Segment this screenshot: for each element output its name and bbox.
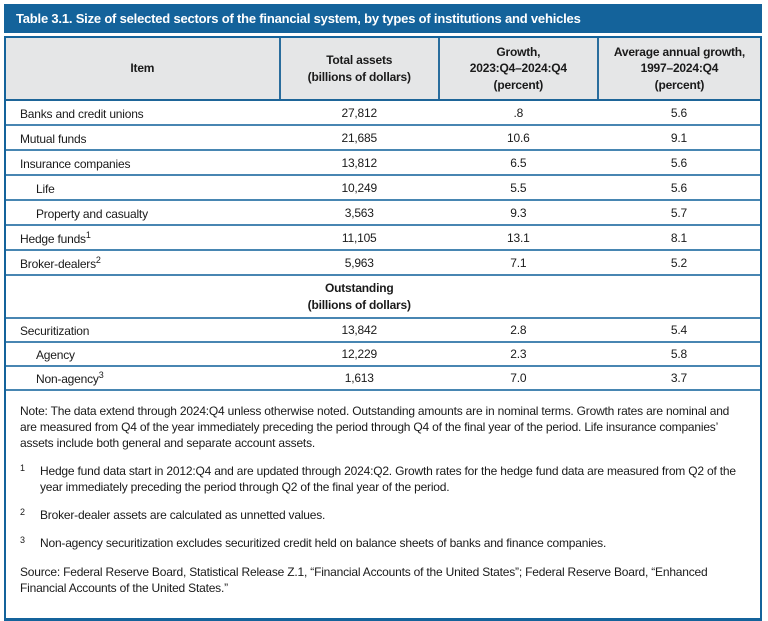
row-label-cell: Banks and credit unions <box>6 100 280 126</box>
table-row: Securitization 13,842 2.8 5.4 <box>6 318 760 343</box>
column-header-growth: Growth, 2023:Q4–2024:Q4 (percent) <box>437 38 598 101</box>
row-label-cell: Insurance companies <box>6 150 280 176</box>
table-note: Note: The data extend through 2024:Q4 un… <box>20 404 730 451</box>
row-label-cell: Agency <box>6 342 280 367</box>
footnote-1-marker: 1 <box>20 463 25 474</box>
avg-growth-cell: 5.8 <box>597 342 760 367</box>
avg-growth-cell: 5.6 <box>597 150 760 176</box>
title-gap <box>4 33 762 36</box>
row-label-cell: Broker-dealers2 <box>6 250 280 276</box>
footnote-2: 2 Broker-dealer assets are calculated as… <box>20 507 746 523</box>
total-assets-cell: 13,842 <box>279 318 439 343</box>
table-row: Agency 12,229 2.3 5.8 <box>6 342 760 367</box>
table-row: Non-agency3 1,613 7.0 3.7 <box>6 366 760 391</box>
avg-growth-cell: 8.1 <box>597 225 760 251</box>
section-row-outstanding: Outstanding (billions of dollars) <box>6 275 760 319</box>
row-label-cell: Property and casualty <box>6 200 280 226</box>
total-assets-cell: 13,812 <box>279 150 439 176</box>
avg-growth-cell: 3.7 <box>597 366 760 391</box>
footnote-3: 3 Non-agency securitization excludes sec… <box>20 535 746 551</box>
row-label-cell: Life <box>6 175 280 201</box>
table-row: Banks and credit unions 27,812 .8 5.6 <box>6 100 760 126</box>
section-header-outstanding: Outstanding (billions of dollars) <box>307 280 411 312</box>
growth-cell: 13.1 <box>438 225 598 251</box>
table-row: Mutual funds 21,685 10.6 9.1 <box>6 125 760 151</box>
growth-cell: 6.5 <box>438 150 598 176</box>
column-header-total-assets: Total assets (billions of dollars) <box>278 38 439 101</box>
total-assets-cell: 1,613 <box>279 366 439 391</box>
row-label-cell: Non-agency3 <box>6 366 280 391</box>
growth-cell: 7.0 <box>438 366 598 391</box>
total-assets-cell: 3,563 <box>279 200 439 226</box>
total-assets-cell: 10,249 <box>279 175 439 201</box>
total-assets-cell: 12,229 <box>279 342 439 367</box>
avg-growth-cell: 5.6 <box>597 100 760 126</box>
growth-cell: 2.8 <box>438 318 598 343</box>
avg-growth-cell: 5.7 <box>597 200 760 226</box>
growth-cell: 7.1 <box>438 250 598 276</box>
table-row: Broker-dealers2 5,963 7.1 5.2 <box>6 250 760 276</box>
footnote-3-marker: 3 <box>20 535 25 546</box>
footnote-marker: 1 <box>85 229 91 240</box>
row-label-cell: Mutual funds <box>6 125 280 151</box>
total-assets-cell: 21,685 <box>279 125 439 151</box>
growth-cell: 5.5 <box>438 175 598 201</box>
growth-cell: .8 <box>438 100 598 126</box>
footnote-3-text: Non-agency securitization excludes secur… <box>40 536 607 551</box>
table-box: Item Total assets (billions of dollars) … <box>4 36 762 621</box>
table-header: Item Total assets (billions of dollars) … <box>6 38 760 101</box>
footnote-2-marker: 2 <box>20 507 25 518</box>
growth-cell: 2.3 <box>438 342 598 367</box>
source-note: Source: Federal Reserve Board, Statistic… <box>20 564 708 595</box>
table-notes: Note: The data extend through 2024:Q4 un… <box>6 391 760 618</box>
table-container: Table 3.1. Size of selected sectors of t… <box>4 4 762 621</box>
row-label-cell: Securitization <box>6 318 280 343</box>
footnote-marker: 2 <box>95 254 101 265</box>
avg-growth-cell: 5.2 <box>597 250 760 276</box>
total-assets-cell: 5,963 <box>279 250 439 276</box>
growth-cell: 9.3 <box>438 200 598 226</box>
table-row: Property and casualty 3,563 9.3 5.7 <box>6 200 760 226</box>
footnote-2-text: Broker-dealer assets are calculated as u… <box>40 508 326 523</box>
table-row: Insurance companies 13,812 6.5 5.6 <box>6 150 760 176</box>
footnote-1: 1 Hedge fund data start in 2012:Q4 and a… <box>20 463 746 495</box>
table-title: Table 3.1. Size of selected sectors of t… <box>4 4 762 33</box>
avg-growth-cell: 5.6 <box>597 175 760 201</box>
column-header-item: Item <box>6 38 280 101</box>
table-row: Hedge funds1 11,105 13.1 8.1 <box>6 225 760 251</box>
total-assets-cell: 11,105 <box>279 225 439 251</box>
growth-cell: 10.6 <box>438 125 598 151</box>
avg-growth-cell: 9.1 <box>597 125 760 151</box>
footnote-1-text: Hedge fund data start in 2012:Q4 and are… <box>40 464 736 495</box>
column-header-average-annual-growth: Average annual growth, 1997–2024:Q4 (per… <box>596 38 760 101</box>
footnote-marker: 3 <box>98 370 104 380</box>
total-assets-cell: 27,812 <box>279 100 439 126</box>
row-label-cell: Hedge funds1 <box>6 225 280 251</box>
financial-sectors-table: Item Total assets (billions of dollars) … <box>6 38 760 391</box>
table-row: Life 10,249 5.5 5.6 <box>6 175 760 201</box>
avg-growth-cell: 5.4 <box>597 318 760 343</box>
